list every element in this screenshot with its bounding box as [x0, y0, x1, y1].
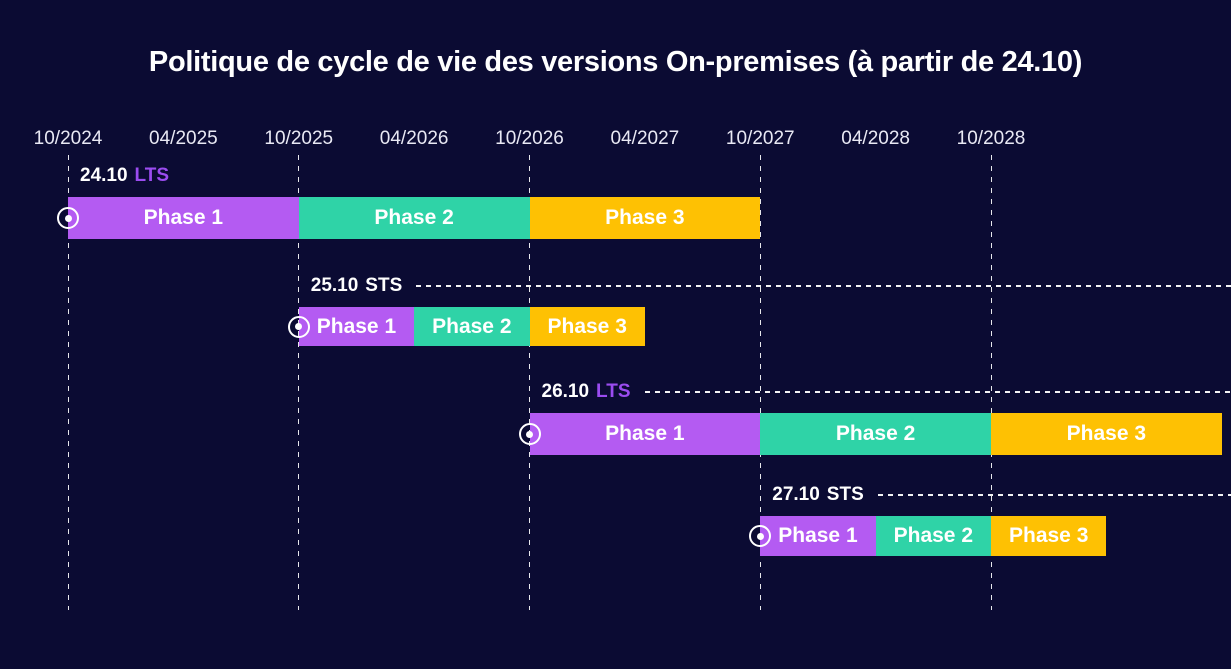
phase-bar: Phase 3	[991, 413, 1222, 455]
version-type-badge: LTS	[596, 381, 631, 402]
release-start-marker-icon	[287, 315, 310, 338]
phase-bar-label: Phase 1	[605, 422, 685, 445]
axis-tick-label: 10/2027	[725, 128, 795, 149]
axis-tick-label: 04/2028	[841, 128, 910, 149]
axis-tick-label: 10/2024	[33, 128, 103, 149]
version-type-badge: STS	[826, 484, 864, 505]
version-number: 25.10	[310, 275, 359, 296]
version-label: 26.10 LTS	[542, 380, 1231, 404]
phase-bar: Phase 1	[529, 413, 761, 455]
axis-tick-label: 04/2025	[149, 128, 218, 149]
version-label: 24.10 LTS	[80, 164, 1231, 188]
phase-bar: Phase 2	[414, 307, 530, 346]
version-label: 25.10 STS	[311, 274, 1231, 298]
release-start-dot	[756, 532, 764, 540]
phase-bar-label: Phase 1	[778, 524, 858, 547]
release-start-dot	[526, 430, 533, 438]
release-start-marker-icon	[57, 207, 79, 229]
phase-bar: Phase 2	[875, 516, 991, 556]
version-type-badge: LTS	[134, 165, 170, 186]
phase-bar-label: Phase 3	[1066, 422, 1147, 445]
phase-bar: Phase 3	[529, 307, 645, 346]
release-start-marker-icon	[749, 525, 772, 547]
phase-bar: Phase 3	[529, 197, 761, 239]
release-start-marker-icon	[518, 423, 541, 445]
version-number: 27.10	[772, 484, 820, 505]
phase-bar-label: Phase 2	[893, 524, 973, 547]
version-label: 27.10 STS	[772, 483, 1231, 507]
version-number: 26.10	[541, 381, 590, 402]
release-start-dot	[295, 323, 303, 330]
phase-bar: Phase 1	[298, 307, 415, 346]
phase-bar: Phase 1	[760, 516, 876, 556]
leader-line	[877, 494, 1231, 496]
phase-bar-label: Phase 3	[1008, 524, 1089, 547]
gridline-vertical	[759, 155, 761, 610]
gridline-vertical	[990, 155, 992, 610]
phase-bar-label: Phase 2	[432, 314, 512, 338]
phase-bar-label: Phase 2	[374, 206, 454, 229]
leader-line	[644, 391, 1231, 393]
axis-tick-label: 04/2027	[610, 128, 680, 149]
phase-bar: Phase 1	[68, 197, 299, 239]
phase-bar-label: Phase 2	[835, 422, 916, 445]
axis-tick-label: 10/2028	[956, 128, 1026, 149]
axis-tick-label: 10/2025	[264, 128, 334, 149]
version-number: 24.10	[80, 165, 128, 186]
page-title: Politique de cycle de vie des versions O…	[148, 46, 1083, 78]
release-start-dot	[64, 214, 72, 222]
phase-bar: Phase 2	[760, 413, 991, 455]
phase-bar-label: Phase 3	[547, 314, 627, 338]
axis-tick-label: 10/2026	[495, 128, 564, 149]
phase-bar-label: Phase 3	[605, 206, 685, 229]
gridline-vertical	[529, 155, 530, 610]
gridline-vertical	[67, 155, 69, 610]
phase-bar: Phase 2	[298, 197, 530, 239]
axis-tick-label: 04/2026	[379, 128, 449, 149]
phase-bar-label: Phase 1	[143, 206, 224, 229]
leader-line	[416, 285, 1231, 287]
phase-bar: Phase 3	[991, 516, 1107, 556]
version-type-badge: STS	[365, 275, 403, 296]
gridline-vertical	[298, 155, 300, 610]
phase-bar-label: Phase 1	[316, 314, 397, 338]
